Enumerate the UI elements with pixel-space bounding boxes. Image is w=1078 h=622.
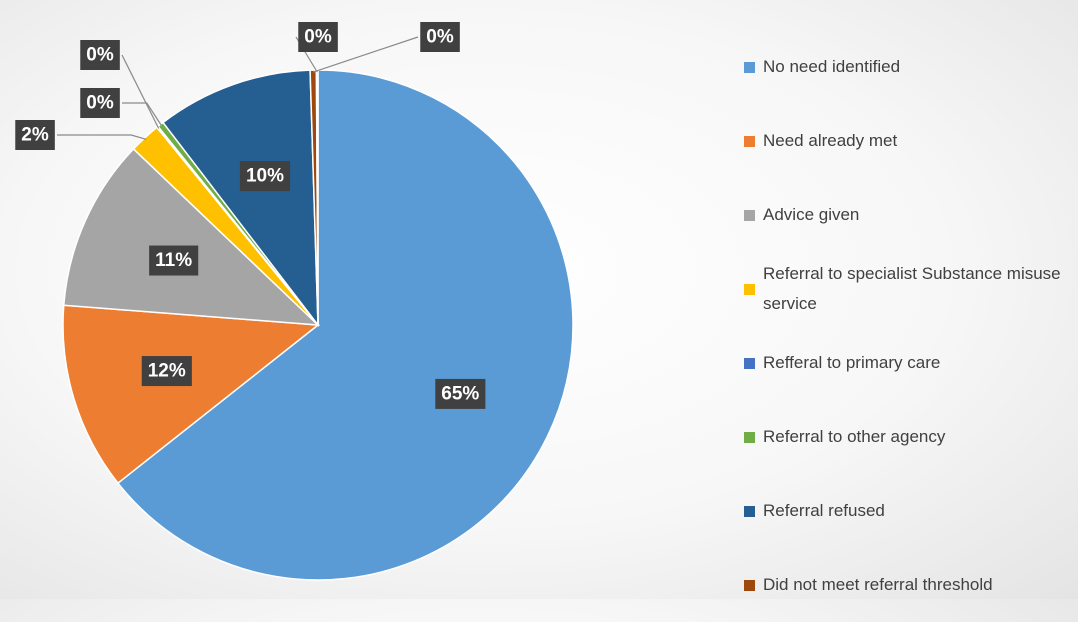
data-label: 2% <box>15 120 55 150</box>
legend-swatch <box>744 209 755 221</box>
data-label-text: 11% <box>155 250 192 271</box>
leader-line <box>121 54 160 129</box>
data-label-box <box>298 22 338 52</box>
legend-item: Referral to other agency <box>744 400 1078 474</box>
legend-item: Referral to specialist Substance misuse … <box>744 252 1078 326</box>
data-label-box <box>149 245 199 276</box>
data-label-text: 0% <box>86 45 114 66</box>
legend-label: Referral to other agency <box>763 427 946 446</box>
pie-slice <box>161 69 319 328</box>
legend-swatch <box>744 505 755 517</box>
legend-swatch <box>744 431 755 443</box>
data-label-box <box>141 356 192 387</box>
data-label-text: 0% <box>426 27 454 48</box>
legend-swatch <box>744 283 755 295</box>
page: 65% 12% 11% 2% 0% 0% 10% 0% 0% No need identifie… <box>0 0 1078 599</box>
pie-slice <box>62 304 320 485</box>
pie-slice <box>116 69 574 581</box>
legend: No need identified Need already met Advice… <box>744 30 1078 622</box>
data-label-text: 10% <box>246 166 284 187</box>
data-label-text: 0% <box>86 93 114 114</box>
legend-item: Refferal to primary care <box>744 326 1078 400</box>
legend-swatch <box>744 61 755 73</box>
legend-label: Advice given <box>763 205 860 224</box>
data-label-box <box>435 378 486 409</box>
legend-label: Did not meet referral threshold <box>763 575 993 594</box>
data-label-text: 2% <box>21 125 49 146</box>
pie-slice <box>62 147 321 326</box>
legend-item: Need already met <box>744 104 1078 178</box>
data-label-box <box>239 161 291 192</box>
data-label: 0% <box>298 22 338 52</box>
chart: 65% 12% 11% 2% 0% 0% 10% 0% 0% <box>15 22 574 581</box>
legend-label: Refferal to primary care <box>763 353 941 372</box>
data-label: 12% <box>141 356 192 387</box>
data-label-box <box>80 88 120 118</box>
legend-swatch <box>744 135 755 147</box>
data-label: 0% <box>80 40 120 70</box>
legend-item: Advice given <box>744 178 1078 252</box>
data-label: 11% <box>149 245 199 276</box>
legend-label: Need already met <box>763 131 898 150</box>
leader-line <box>313 36 419 73</box>
legend-label: Referral to specialist Substance misuse … <box>763 264 1061 313</box>
data-label: 10% <box>239 161 291 192</box>
data-label-box <box>420 22 460 52</box>
legend-label: Referral refused <box>763 501 885 520</box>
legend-label: No need identified <box>763 57 901 76</box>
leader-line <box>57 134 147 140</box>
data-label-text: 0% <box>304 27 332 48</box>
legend-item: Did not meet referral threshold <box>744 548 1078 622</box>
data-label: 65% <box>435 378 486 409</box>
legend-swatch <box>744 357 755 369</box>
data-label-text: 12% <box>148 361 186 382</box>
data-label: 0% <box>420 22 460 52</box>
data-label-text: 65% <box>441 383 479 404</box>
legend-item: Referral refused <box>744 474 1078 548</box>
legend-item: No need identified <box>744 30 1078 104</box>
leader-line <box>122 102 163 127</box>
data-label-box <box>80 40 120 70</box>
data-label: 0% <box>80 88 120 118</box>
legend-swatch <box>744 579 755 591</box>
data-label-box <box>15 120 55 150</box>
